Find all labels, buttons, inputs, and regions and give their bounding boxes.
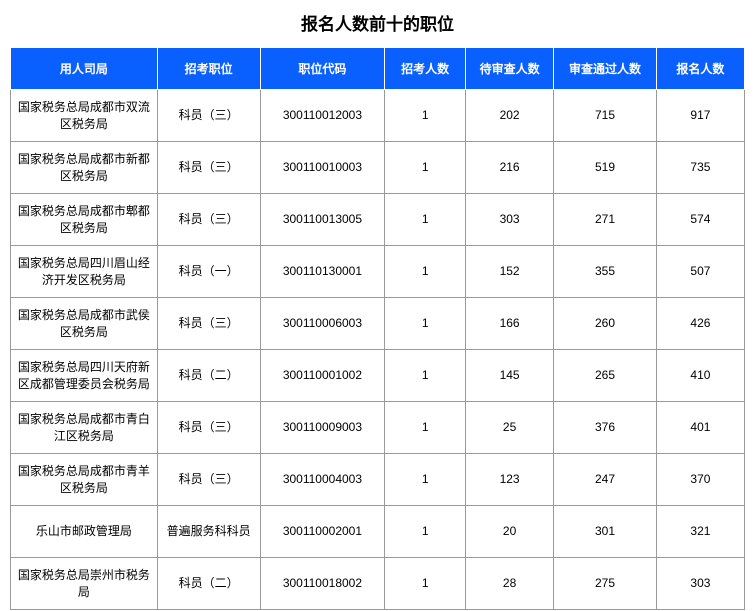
col-header-pend: 待审查人数 (466, 48, 554, 90)
table-cell: 科员（三） (157, 90, 260, 142)
table-cell: 国家税务总局成都市新都区税务局 (11, 142, 158, 194)
table-row: 乐山市邮政管理局普遍服务科科员300110002001120301321 (11, 506, 745, 558)
table-cell: 401 (656, 402, 744, 454)
table-row: 国家税务总局四川天府新区成都管理委员会税务局科员（二）3001100010021… (11, 350, 745, 402)
table-cell: 国家税务总局成都市青羊区税务局 (11, 454, 158, 506)
table-cell: 574 (656, 194, 744, 246)
table-row: 国家税务总局成都市青白江区税务局科员（三）3001100090031253764… (11, 402, 745, 454)
table-cell: 国家税务总局成都市武侯区税务局 (11, 298, 158, 350)
table-row: 国家税务总局四川眉山经济开发区税务局科员（一）30011013000111523… (11, 246, 745, 298)
table-cell: 410 (656, 350, 744, 402)
table-cell: 国家税务总局成都市双流区税务局 (11, 90, 158, 142)
table-cell: 275 (554, 558, 657, 610)
table-cell: 国家税务总局成都市青白江区税务局 (11, 402, 158, 454)
table-cell: 1 (385, 298, 466, 350)
table-cell: 300110001002 (260, 350, 385, 402)
table-row: 国家税务总局成都市双流区税务局科员（三）30011001200312027159… (11, 90, 745, 142)
table-cell: 260 (554, 298, 657, 350)
table-cell: 国家税务总局四川眉山经济开发区税务局 (11, 246, 158, 298)
table-cell: 科员（三） (157, 142, 260, 194)
table-cell: 376 (554, 402, 657, 454)
table-cell: 300110002001 (260, 506, 385, 558)
table-cell: 28 (466, 558, 554, 610)
table-cell: 1 (385, 142, 466, 194)
table-cell: 普遍服务科科员 (157, 506, 260, 558)
table-cell: 735 (656, 142, 744, 194)
page-title: 报名人数前十的职位 (10, 10, 745, 35)
table-cell: 300110006003 (260, 298, 385, 350)
table-cell: 519 (554, 142, 657, 194)
table-cell: 271 (554, 194, 657, 246)
col-header-dept: 用人司局 (11, 48, 158, 90)
col-header-pass: 审查通过人数 (554, 48, 657, 90)
table-cell: 300110018002 (260, 558, 385, 610)
table-row: 国家税务总局成都市青羊区税务局科员（三）30011000400311232473… (11, 454, 745, 506)
table-cell: 1 (385, 350, 466, 402)
table-cell: 300110130001 (260, 246, 385, 298)
table-cell: 507 (656, 246, 744, 298)
table-row: 国家税务总局成都市新都区税务局科员（三）30011001000312165197… (11, 142, 745, 194)
table-cell: 科员（三） (157, 454, 260, 506)
table-cell: 303 (656, 558, 744, 610)
table-cell: 科员（二） (157, 558, 260, 610)
col-header-total: 报名人数 (656, 48, 744, 90)
table-row: 国家税务总局成都市郫都区税务局科员（三）30011001300513032715… (11, 194, 745, 246)
table-cell: 1 (385, 194, 466, 246)
table-cell: 乐山市邮政管理局 (11, 506, 158, 558)
table-cell: 301 (554, 506, 657, 558)
table-cell: 370 (656, 454, 744, 506)
table-cell: 145 (466, 350, 554, 402)
table-cell: 300110013005 (260, 194, 385, 246)
table-cell: 202 (466, 90, 554, 142)
table-cell: 715 (554, 90, 657, 142)
page-container: 报名人数前十的职位 用人司局 招考职位 职位代码 招考人数 待审查人数 审查通过… (0, 0, 755, 610)
ranking-table: 用人司局 招考职位 职位代码 招考人数 待审查人数 审查通过人数 报名人数 国家… (10, 47, 745, 610)
table-cell: 123 (466, 454, 554, 506)
table-cell: 355 (554, 246, 657, 298)
table-cell: 300110012003 (260, 90, 385, 142)
table-cell: 216 (466, 142, 554, 194)
table-cell: 科员（二） (157, 350, 260, 402)
col-header-pos: 招考职位 (157, 48, 260, 90)
table-cell: 1 (385, 558, 466, 610)
table-cell: 科员（一） (157, 246, 260, 298)
table-cell: 20 (466, 506, 554, 558)
col-header-code: 职位代码 (260, 48, 385, 90)
table-row: 国家税务总局成都市武侯区税务局科员（三）30011000600311662604… (11, 298, 745, 350)
table-row: 国家税务总局崇州市税务局科员（二）300110018002128275303 (11, 558, 745, 610)
table-cell: 166 (466, 298, 554, 350)
table-cell: 国家税务总局崇州市税务局 (11, 558, 158, 610)
table-cell: 300110004003 (260, 454, 385, 506)
table-cell: 265 (554, 350, 657, 402)
table-cell: 1 (385, 402, 466, 454)
table-cell: 1 (385, 246, 466, 298)
table-cell: 247 (554, 454, 657, 506)
table-cell: 科员（三） (157, 298, 260, 350)
table-cell: 321 (656, 506, 744, 558)
table-cell: 国家税务总局成都市郫都区税务局 (11, 194, 158, 246)
table-cell: 303 (466, 194, 554, 246)
table-cell: 300110010003 (260, 142, 385, 194)
table-cell: 1 (385, 454, 466, 506)
table-header: 用人司局 招考职位 职位代码 招考人数 待审查人数 审查通过人数 报名人数 (11, 48, 745, 90)
table-cell: 1 (385, 506, 466, 558)
table-cell: 300110009003 (260, 402, 385, 454)
table-cell: 科员（三） (157, 194, 260, 246)
table-cell: 152 (466, 246, 554, 298)
col-header-hire: 招考人数 (385, 48, 466, 90)
table-cell: 国家税务总局四川天府新区成都管理委员会税务局 (11, 350, 158, 402)
table-cell: 1 (385, 90, 466, 142)
table-body: 国家税务总局成都市双流区税务局科员（三）30011001200312027159… (11, 90, 745, 610)
table-cell: 426 (656, 298, 744, 350)
table-cell: 科员（三） (157, 402, 260, 454)
table-cell: 25 (466, 402, 554, 454)
table-cell: 917 (656, 90, 744, 142)
